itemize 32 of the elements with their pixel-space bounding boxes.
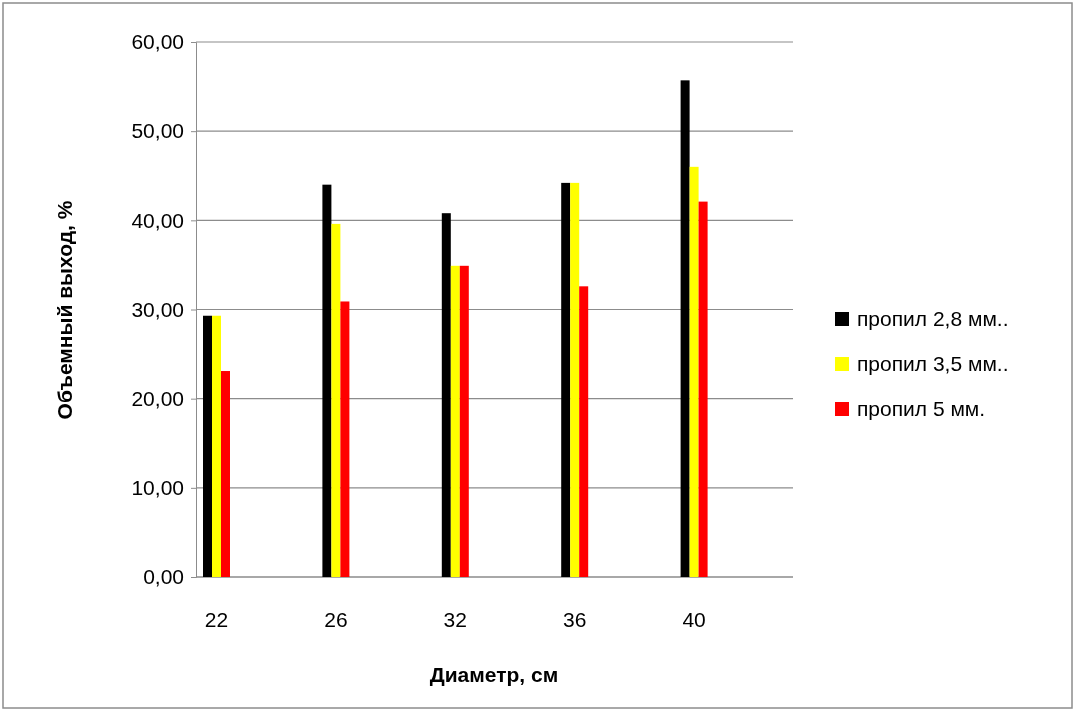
y-tick-label: 10,00	[131, 476, 184, 500]
legend-label: пропил 2,8 мм..	[857, 307, 1009, 330]
bar	[570, 182, 580, 577]
y-tick-label: 0,00	[143, 565, 184, 589]
x-tick-label: 40	[682, 608, 706, 631]
bar	[322, 184, 332, 577]
x-tick-label: 26	[324, 608, 348, 631]
x-tick-label: 32	[443, 608, 467, 631]
x-axis-title: Диаметр, см	[429, 663, 559, 686]
y-tick-label: 40,00	[131, 208, 184, 232]
y-axis-title: Объемный выход, %	[53, 200, 76, 420]
y-tick-label: 30,00	[131, 297, 184, 321]
bar	[579, 286, 589, 577]
y-tick-label: 20,00	[131, 386, 184, 410]
bar	[680, 80, 690, 577]
bar	[212, 315, 221, 577]
bar	[331, 223, 341, 577]
bar	[689, 166, 699, 577]
bar	[441, 213, 451, 577]
y-tick-label: 60,00	[131, 30, 184, 54]
legend-label: пропил 5 мм.	[857, 397, 986, 420]
bar	[203, 315, 212, 577]
bar	[459, 265, 469, 577]
bar	[221, 371, 230, 577]
bar	[450, 265, 460, 577]
bar	[561, 182, 571, 577]
y-tick-label: 50,00	[131, 119, 184, 143]
legend-label: пропил 3,5 мм..	[857, 352, 1009, 375]
bar	[340, 301, 350, 577]
bar	[698, 201, 708, 577]
x-tick-label: 36	[563, 608, 587, 631]
x-tick-label: 22	[204, 608, 229, 631]
